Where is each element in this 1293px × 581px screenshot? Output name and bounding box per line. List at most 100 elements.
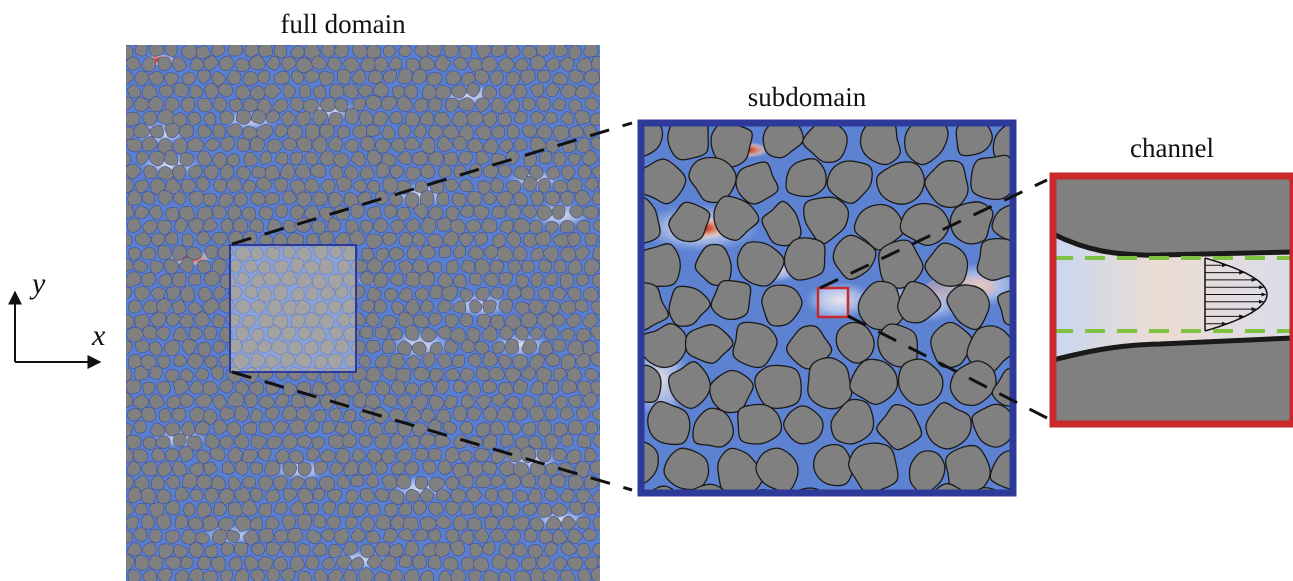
grain bbox=[382, 260, 396, 274]
grain bbox=[273, 178, 289, 193]
grain bbox=[466, 486, 483, 503]
grain bbox=[266, 567, 281, 581]
grain bbox=[352, 502, 367, 518]
grain bbox=[488, 366, 505, 381]
grain bbox=[265, 489, 281, 504]
grain bbox=[212, 314, 226, 329]
grain bbox=[591, 82, 600, 97]
grain bbox=[264, 192, 281, 206]
grain bbox=[128, 299, 142, 314]
grain bbox=[181, 71, 197, 86]
grain bbox=[598, 289, 600, 299]
grain bbox=[366, 45, 382, 59]
grain bbox=[296, 136, 313, 152]
grain bbox=[111, 381, 125, 396]
grain bbox=[280, 163, 295, 180]
grain bbox=[561, 515, 577, 531]
grain bbox=[187, 111, 202, 126]
grain bbox=[149, 259, 164, 274]
grain bbox=[126, 379, 141, 395]
grain bbox=[489, 259, 505, 274]
grain bbox=[641, 282, 670, 332]
grain bbox=[306, 447, 320, 462]
grain bbox=[258, 45, 274, 58]
grain bbox=[530, 111, 545, 125]
grain bbox=[559, 220, 575, 234]
grain bbox=[946, 284, 990, 331]
grain bbox=[360, 487, 376, 503]
grain bbox=[375, 514, 391, 530]
grain bbox=[171, 272, 187, 288]
grain bbox=[151, 287, 166, 301]
grain bbox=[544, 487, 559, 503]
grain bbox=[258, 366, 273, 381]
grain bbox=[127, 568, 142, 581]
grain bbox=[147, 554, 164, 571]
grain bbox=[899, 202, 950, 246]
grain bbox=[561, 165, 576, 181]
full-domain-title: full domain bbox=[280, 9, 406, 39]
grain bbox=[320, 285, 336, 301]
grain bbox=[543, 246, 559, 263]
grain bbox=[544, 111, 559, 125]
grain bbox=[560, 488, 575, 504]
grain bbox=[692, 407, 734, 448]
grain bbox=[522, 45, 538, 59]
grain bbox=[290, 393, 307, 409]
grain bbox=[482, 461, 497, 475]
grain bbox=[607, 435, 620, 449]
grain bbox=[498, 354, 513, 370]
grain bbox=[560, 354, 576, 371]
grain bbox=[568, 394, 582, 408]
grain bbox=[474, 69, 489, 85]
grain bbox=[419, 516, 437, 532]
grain bbox=[466, 380, 481, 398]
grain bbox=[608, 165, 623, 179]
grain bbox=[544, 433, 560, 450]
grain bbox=[590, 380, 600, 396]
grain bbox=[258, 475, 274, 492]
grain bbox=[590, 567, 600, 581]
grain bbox=[205, 29, 219, 43]
grain bbox=[228, 556, 243, 572]
grain bbox=[235, 58, 250, 72]
grain bbox=[334, 98, 349, 113]
grain bbox=[576, 220, 591, 235]
grain bbox=[405, 111, 420, 127]
grain bbox=[560, 246, 577, 262]
grain bbox=[444, 395, 458, 409]
grain bbox=[390, 165, 404, 179]
grain bbox=[506, 98, 521, 114]
grain bbox=[266, 435, 283, 450]
grain bbox=[290, 45, 305, 59]
grain bbox=[202, 515, 219, 532]
grain bbox=[189, 407, 206, 423]
grain bbox=[366, 530, 381, 544]
grain bbox=[428, 447, 442, 461]
grain bbox=[305, 286, 319, 301]
grain bbox=[783, 237, 826, 281]
grain bbox=[807, 357, 853, 410]
grain bbox=[574, 110, 591, 126]
grain bbox=[390, 219, 405, 235]
grain bbox=[397, 68, 413, 85]
grain bbox=[289, 555, 305, 573]
grain bbox=[219, 379, 234, 394]
grain bbox=[382, 69, 397, 84]
grain bbox=[600, 531, 613, 545]
grain bbox=[412, 259, 428, 275]
grain bbox=[490, 527, 506, 543]
grain bbox=[506, 502, 521, 517]
grain bbox=[412, 232, 427, 248]
grain bbox=[395, 473, 412, 490]
grain bbox=[319, 339, 336, 355]
grain bbox=[251, 29, 264, 43]
grain bbox=[179, 393, 195, 408]
grain bbox=[813, 443, 854, 487]
grain bbox=[157, 244, 172, 260]
grain bbox=[453, 434, 468, 449]
grain bbox=[203, 270, 221, 287]
grain bbox=[179, 313, 194, 329]
grain bbox=[405, 324, 420, 341]
grain bbox=[319, 206, 335, 223]
